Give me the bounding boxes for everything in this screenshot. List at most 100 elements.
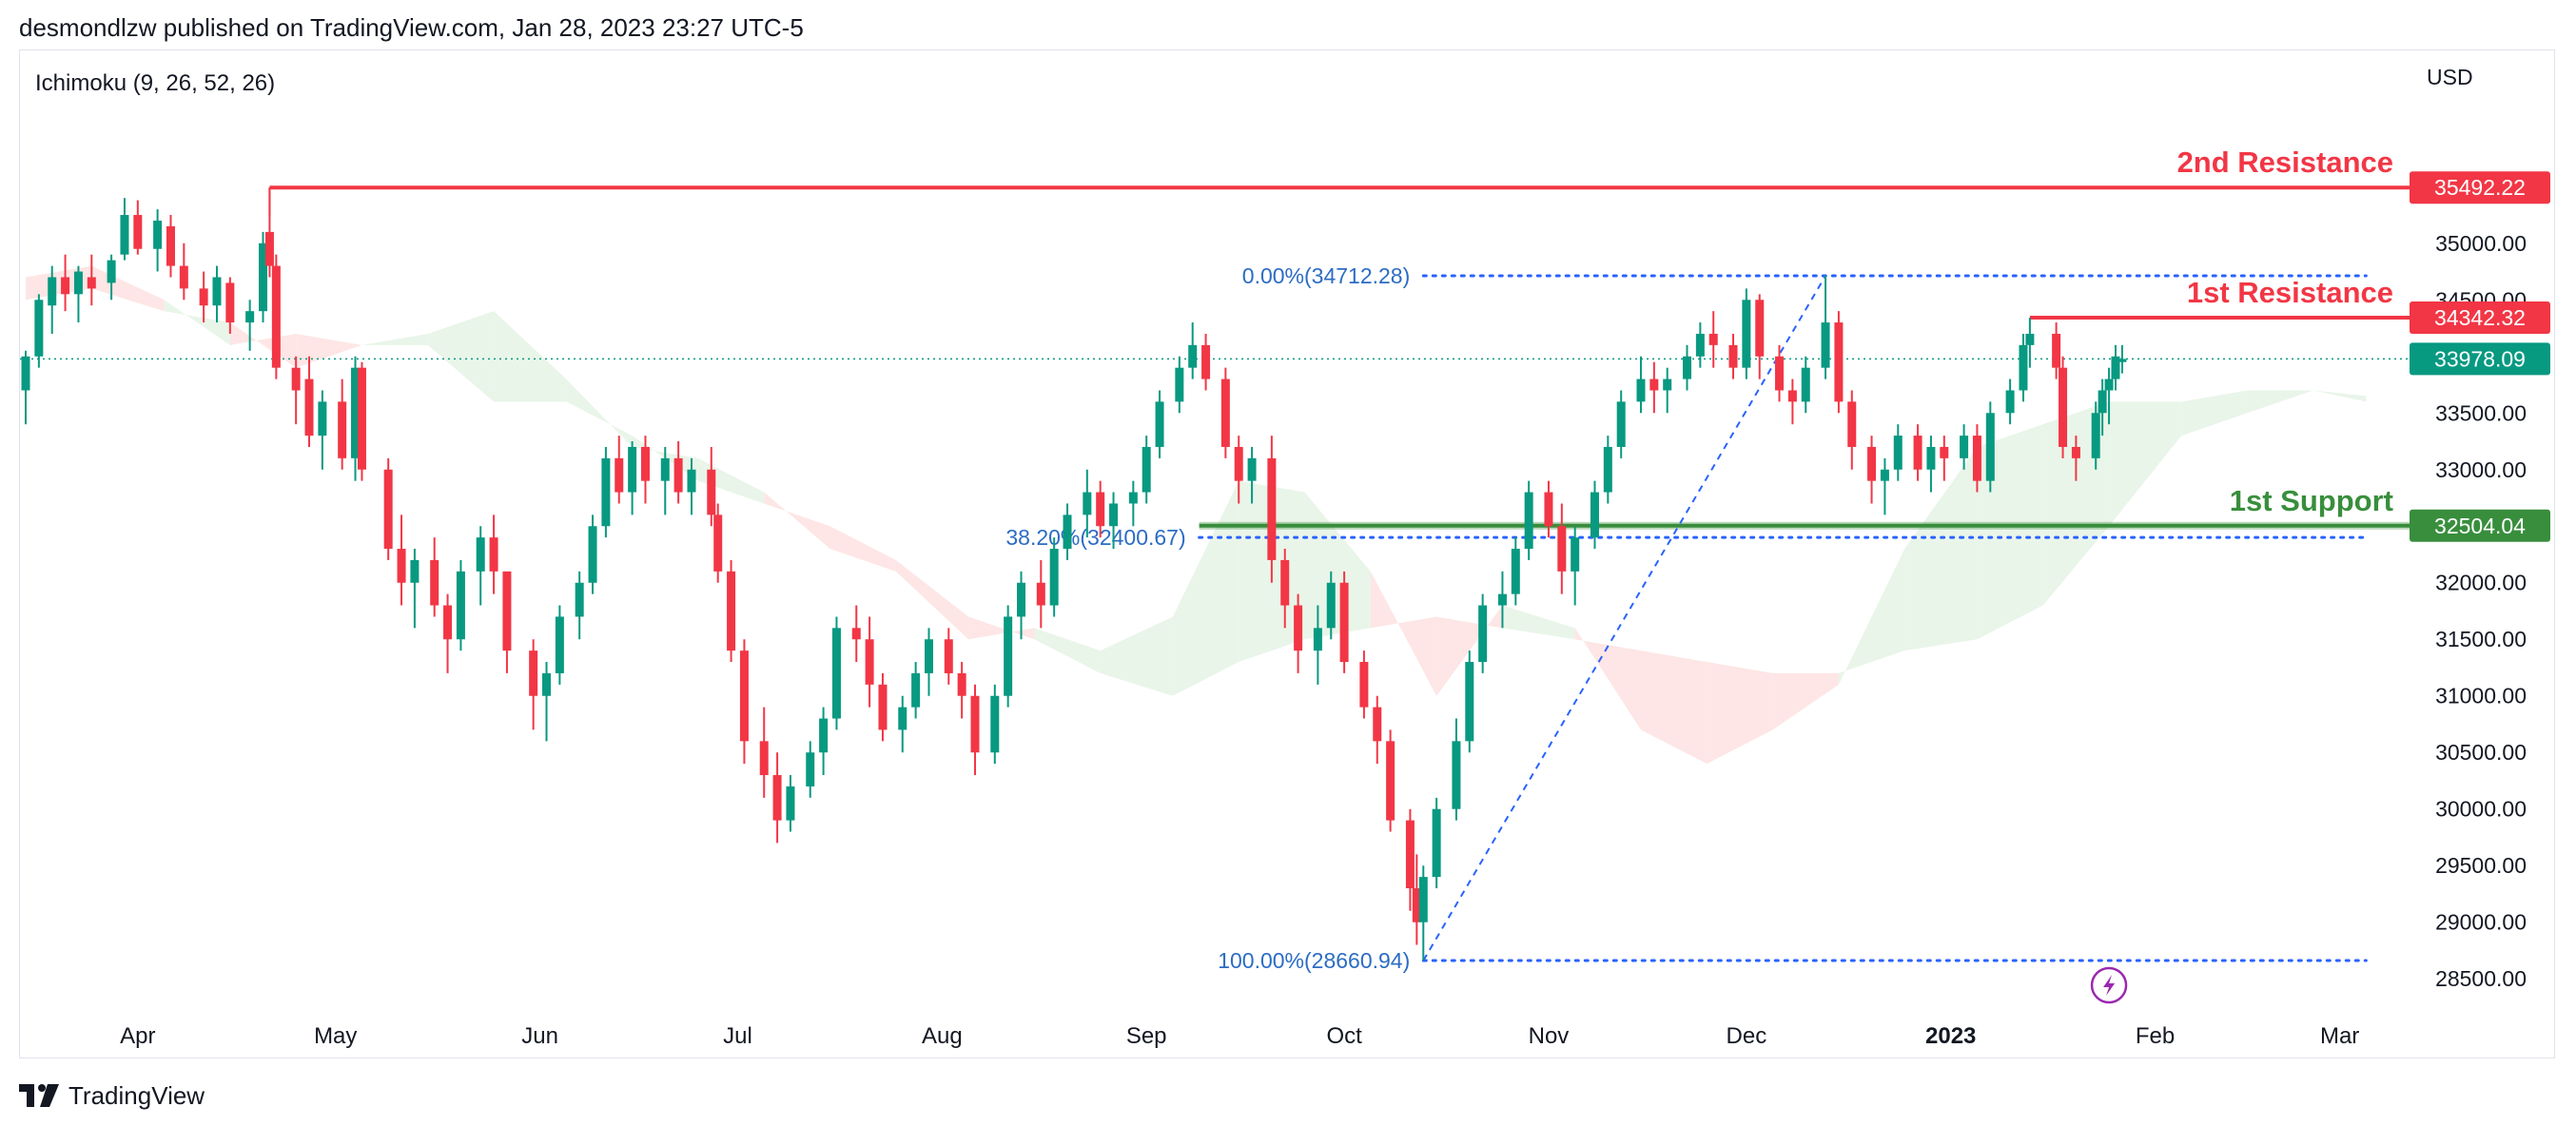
candle (383, 457, 393, 560)
time-tick-label: Jul (723, 1023, 752, 1049)
candle-body (615, 457, 624, 493)
candle (1096, 480, 1105, 538)
candle (430, 537, 439, 617)
price-tick-label: 29500.00 (2435, 853, 2527, 878)
candle-body (2098, 390, 2107, 414)
support-resistance-levels[interactable]: 2nd Resistance 1st Resistance 1st Support (20, 146, 2412, 530)
candle-body (2104, 379, 2114, 391)
candle (687, 457, 696, 515)
cloud-segment (1707, 662, 1773, 765)
candle-body (1821, 322, 1830, 368)
candle-body (1985, 413, 1995, 481)
candle-body (1280, 559, 1290, 606)
tradingview-brand-text: TradingView (68, 1080, 205, 1110)
candle (1418, 865, 1428, 961)
candle (153, 209, 163, 272)
cloud-segment (1640, 650, 1708, 765)
price-tick-label: 35000.00 (2435, 231, 2527, 256)
cloud-segment (361, 333, 428, 345)
candle-body (304, 379, 314, 437)
candle-body (660, 457, 670, 481)
cloud-segment (2313, 390, 2367, 402)
candle (1294, 593, 1303, 673)
candle-body (1663, 379, 1672, 391)
candle-body (259, 243, 267, 312)
candle (1636, 356, 1646, 414)
candle-body (1083, 492, 1092, 515)
candle-body (957, 672, 966, 696)
level-price-tag: 34342.32 (2434, 305, 2526, 330)
candle (1373, 695, 1382, 765)
candle (660, 446, 670, 515)
cloud-segment (1502, 605, 1575, 640)
currency-label[interactable]: USD (2427, 65, 2473, 89)
level-price-tag: 35492.22 (2434, 175, 2526, 200)
candlestick-series (21, 187, 2128, 1004)
indicator-legend[interactable]: Ichimoku (9, 26, 52, 26) (35, 70, 275, 96)
candle (957, 662, 966, 719)
candle-body (1128, 492, 1138, 504)
chart-frame[interactable]: 28500.00 29000.00 29500.00 30000.00 30500.00… (19, 49, 2555, 1058)
fib-level-label: 0.00%(34712.28) (1242, 263, 1410, 288)
candle-body (944, 639, 953, 673)
price-chart[interactable]: 28500.00 29000.00 29500.00 30000.00 30500.00… (20, 50, 2554, 1058)
candle-body (1465, 662, 1474, 742)
time-tick-label: Feb (2136, 1023, 2175, 1049)
candle-body (1708, 333, 1718, 345)
time-axis[interactable]: Apr May Jun Jul Aug Sep Oct Nov Dec 2023 Feb Mar (120, 1023, 2359, 1049)
candle (1590, 480, 1599, 550)
price-tick-label: 32000.00 (2435, 571, 2527, 595)
candle-body (351, 367, 361, 458)
candle-body (1267, 457, 1277, 560)
candle-body (1801, 367, 1810, 402)
candle-body (2111, 356, 2120, 379)
candle (107, 254, 116, 301)
candle (1571, 526, 1580, 606)
fib-trend-line (1422, 275, 1826, 961)
candle-body (1313, 628, 1322, 651)
candle-body (542, 672, 552, 696)
price-tick-label: 30000.00 (2435, 797, 2527, 822)
candle (1234, 436, 1243, 504)
candle (1432, 797, 1441, 889)
candle (318, 390, 327, 470)
fibonacci-retracement[interactable]: 0.00%(34712.28) 38.20%(32400.67) 100.00%(2… (1005, 263, 2368, 973)
candle-body (1893, 436, 1903, 470)
candle-body (1867, 446, 1877, 481)
candle (2104, 367, 2114, 425)
candle (1313, 605, 1322, 685)
candle-body (21, 356, 30, 391)
candle (1603, 436, 1612, 504)
time-tick-label: Nov (1529, 1023, 1570, 1049)
candle-body (640, 446, 650, 481)
candle-body (87, 277, 96, 289)
candle (351, 356, 361, 481)
candle (1880, 457, 1889, 515)
candle (1412, 854, 1421, 945)
candle (2005, 379, 2015, 425)
price-axis[interactable]: 28500.00 29000.00 29500.00 30000.00 30500.00… (2435, 231, 2527, 991)
candle-body (1142, 446, 1151, 493)
candle (2019, 333, 2028, 402)
candle (225, 277, 235, 334)
candle (1524, 480, 1533, 560)
candle (1452, 718, 1461, 821)
candle (673, 441, 683, 504)
candle (1201, 333, 1211, 391)
candle (1142, 436, 1151, 504)
cloud-segment (1574, 628, 1641, 730)
candle (831, 616, 841, 730)
candle (259, 231, 267, 323)
tradingview-brand[interactable]: TradingView (19, 1077, 205, 1115)
candle-body (502, 571, 512, 651)
level-price-tag-bg (2410, 171, 2550, 204)
time-tick-label: Oct (1326, 1023, 1362, 1049)
candle-body (383, 469, 393, 550)
candle (212, 265, 222, 323)
candle-body (713, 514, 723, 572)
candle (1821, 276, 1830, 379)
candle (291, 356, 301, 425)
level-price-tag: 32504.04 (2434, 514, 2526, 538)
candle-body (291, 367, 301, 391)
cloud-segment (1838, 549, 1905, 685)
